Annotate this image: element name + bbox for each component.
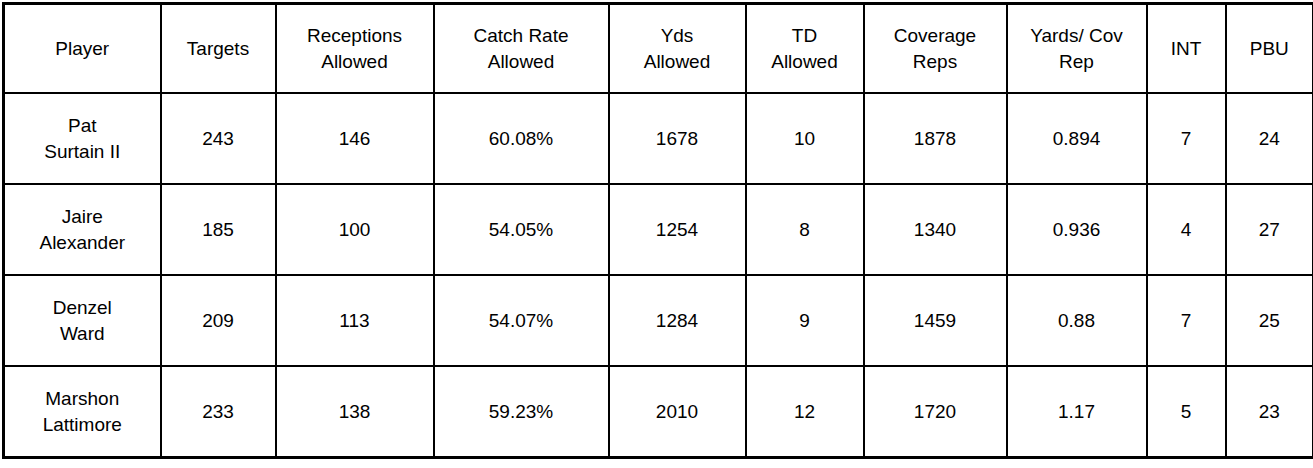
column-header-td-allowed: TD Allowed [746, 4, 864, 94]
stat-cell-catch-rate-allowed: 54.05% [434, 184, 609, 275]
table-header: Player Targets Receptions Allowed Catch … [4, 4, 1313, 94]
stat-cell-targets: 209 [161, 275, 276, 366]
stat-cell-targets: 233 [161, 366, 276, 458]
column-header-yards-per-cov-rep: Yards/ Cov Rep [1007, 4, 1147, 94]
header-row: Player Targets Receptions Allowed Catch … [4, 4, 1313, 94]
table-row-pat-surtain: Pat Surtain II 243 146 60.08% 1678 10 18… [4, 93, 1313, 184]
table-row-jaire-alexander: Jaire Alexander 185 100 54.05% 1254 8 13… [4, 184, 1313, 275]
column-header-player: Player [4, 4, 161, 94]
stat-cell-receptions-allowed: 113 [276, 275, 434, 366]
player-name-cell: Pat Surtain II [4, 93, 161, 184]
column-header-coverage-reps: Coverage Reps [864, 4, 1007, 94]
stat-cell-td-allowed: 8 [746, 184, 864, 275]
stat-cell-pbu: 23 [1226, 366, 1313, 458]
stat-cell-int: 5 [1147, 366, 1226, 458]
column-header-pbu: PBU [1226, 4, 1313, 94]
stat-cell-td-allowed: 10 [746, 93, 864, 184]
stat-cell-coverage-reps: 1878 [864, 93, 1007, 184]
stat-cell-int: 4 [1147, 184, 1226, 275]
table-row-marshon-lattimore: Marshon Lattimore 233 138 59.23% 2010 12… [4, 366, 1313, 458]
stat-cell-yards-per-cov-rep: 0.88 [1007, 275, 1147, 366]
stat-cell-int: 7 [1147, 275, 1226, 366]
stat-cell-coverage-reps: 1720 [864, 366, 1007, 458]
stat-cell-receptions-allowed: 138 [276, 366, 434, 458]
table-body: Pat Surtain II 243 146 60.08% 1678 10 18… [4, 93, 1313, 458]
column-header-receptions-allowed: Receptions Allowed [276, 4, 434, 94]
player-name-cell: Marshon Lattimore [4, 366, 161, 458]
column-header-int: INT [1147, 4, 1226, 94]
stat-cell-coverage-reps: 1340 [864, 184, 1007, 275]
stat-cell-receptions-allowed: 100 [276, 184, 434, 275]
stat-cell-yards-per-cov-rep: 1.17 [1007, 366, 1147, 458]
page: Player Targets Receptions Allowed Catch … [0, 0, 1313, 468]
column-header-catch-rate-allowed: Catch Rate Allowed [434, 4, 609, 94]
stat-cell-catch-rate-allowed: 59.23% [434, 366, 609, 458]
stat-cell-pbu: 27 [1226, 184, 1313, 275]
stat-cell-yards-per-cov-rep: 0.936 [1007, 184, 1147, 275]
stat-cell-yds-allowed: 1254 [609, 184, 746, 275]
stat-cell-yds-allowed: 2010 [609, 366, 746, 458]
stat-cell-catch-rate-allowed: 54.07% [434, 275, 609, 366]
cornerback-stats-table: Player Targets Receptions Allowed Catch … [2, 2, 1313, 459]
column-header-yds-allowed: Yds Allowed [609, 4, 746, 94]
stat-cell-td-allowed: 12 [746, 366, 864, 458]
stat-cell-catch-rate-allowed: 60.08% [434, 93, 609, 184]
player-name-cell: Jaire Alexander [4, 184, 161, 275]
stat-cell-receptions-allowed: 146 [276, 93, 434, 184]
column-header-targets: Targets [161, 4, 276, 94]
stat-cell-coverage-reps: 1459 [864, 275, 1007, 366]
stat-cell-yds-allowed: 1284 [609, 275, 746, 366]
stat-cell-yds-allowed: 1678 [609, 93, 746, 184]
stat-cell-pbu: 25 [1226, 275, 1313, 366]
stat-cell-pbu: 24 [1226, 93, 1313, 184]
stat-cell-td-allowed: 9 [746, 275, 864, 366]
stat-cell-targets: 185 [161, 184, 276, 275]
stat-cell-targets: 243 [161, 93, 276, 184]
stat-cell-yards-per-cov-rep: 0.894 [1007, 93, 1147, 184]
player-name-cell: Denzel Ward [4, 275, 161, 366]
table-row-denzel-ward: Denzel Ward 209 113 54.07% 1284 9 1459 0… [4, 275, 1313, 366]
stat-cell-int: 7 [1147, 93, 1226, 184]
